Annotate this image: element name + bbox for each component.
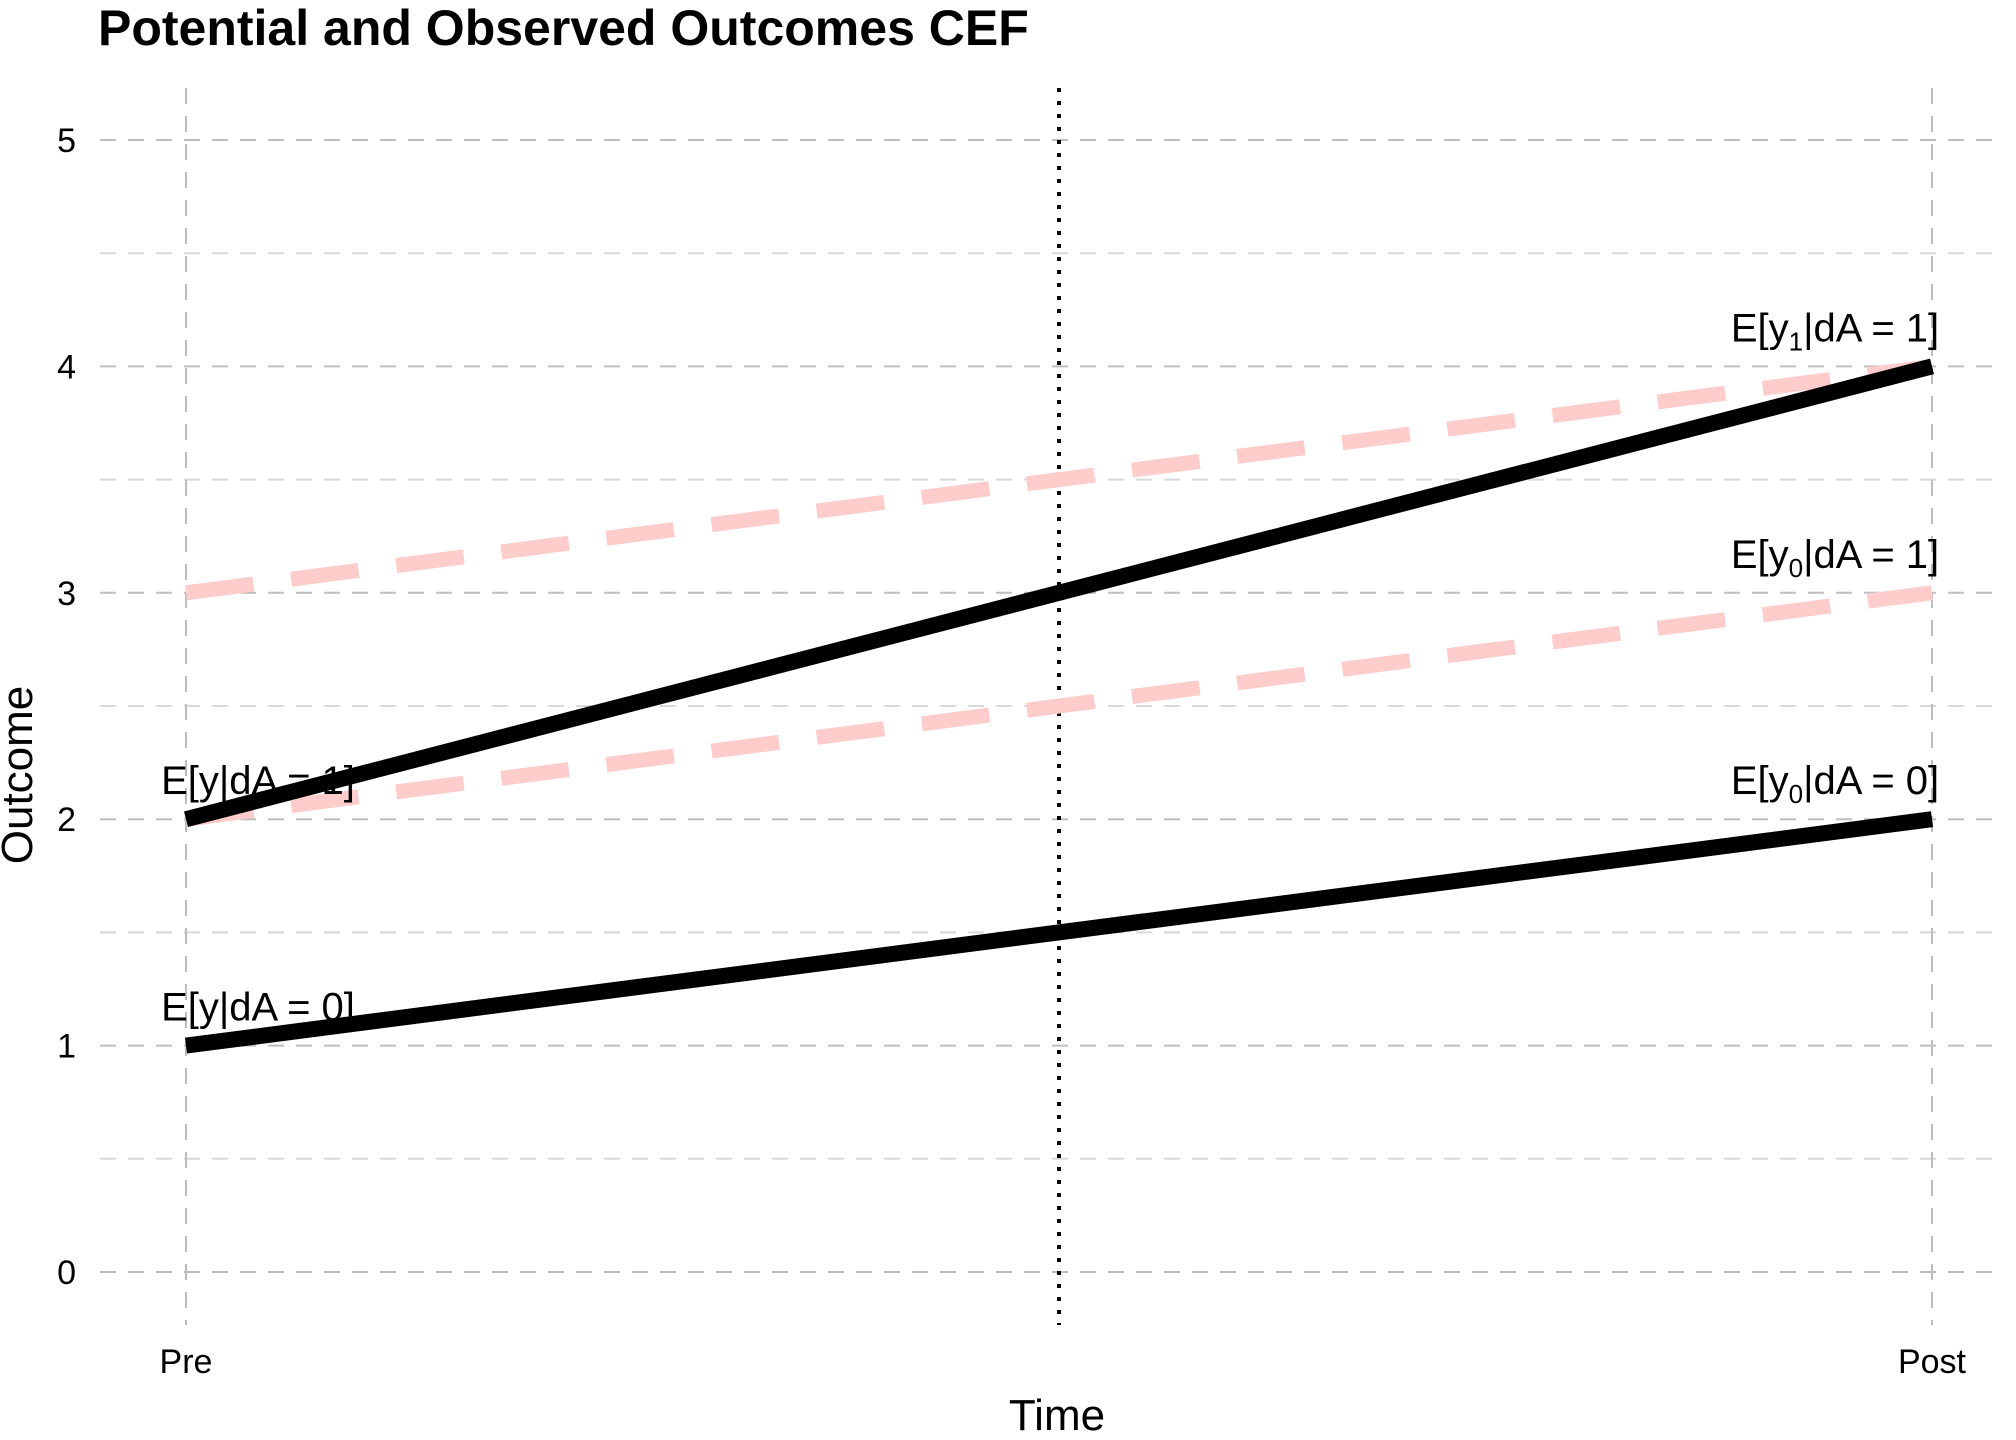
grid-lines [100, 88, 2000, 1325]
series-line-y1_treated [185, 358, 1933, 601]
chart-title: Potential and Observed Outcomes CEF [98, 0, 1029, 56]
x-axis-title: Time [1009, 1391, 1105, 1440]
y-tick-label: 5 [57, 122, 76, 160]
y-axis-title: Outcome [0, 686, 42, 865]
series-labels: E[y1|dA = 1] E[y0|dA = 1] E[y|dA = 1] E[y|d… [161, 306, 1939, 1029]
series-line-y_treated [183, 358, 1935, 827]
series-label-y_control: E[y|dA = 0] [161, 986, 355, 1030]
series-label-y0_control: E[y0|dA = 0] [1731, 759, 1939, 809]
tick-labels: 0 1 2 3 4 5 Pre Post [57, 122, 1966, 1381]
series-label-y_treated: E[y|dA = 1] [161, 759, 355, 803]
series-line-y0_treated [185, 585, 1933, 827]
y-tick-label: 4 [57, 348, 76, 386]
x-tick-label: Post [1898, 1343, 1967, 1381]
y-tick-label: 0 [57, 1254, 76, 1292]
y-tick-label: 1 [57, 1028, 76, 1066]
series-label-y0_treated: E[y0|dA = 1] [1731, 533, 1939, 583]
series-label-y1_treated: E[y1|dA = 1] [1731, 306, 1939, 356]
series-line-y_control [184, 811, 1934, 1054]
y-tick-label: 3 [57, 575, 76, 613]
x-tick-label: Pre [160, 1343, 213, 1381]
y-tick-label: 2 [57, 801, 76, 839]
series-lines [183, 358, 1935, 1054]
